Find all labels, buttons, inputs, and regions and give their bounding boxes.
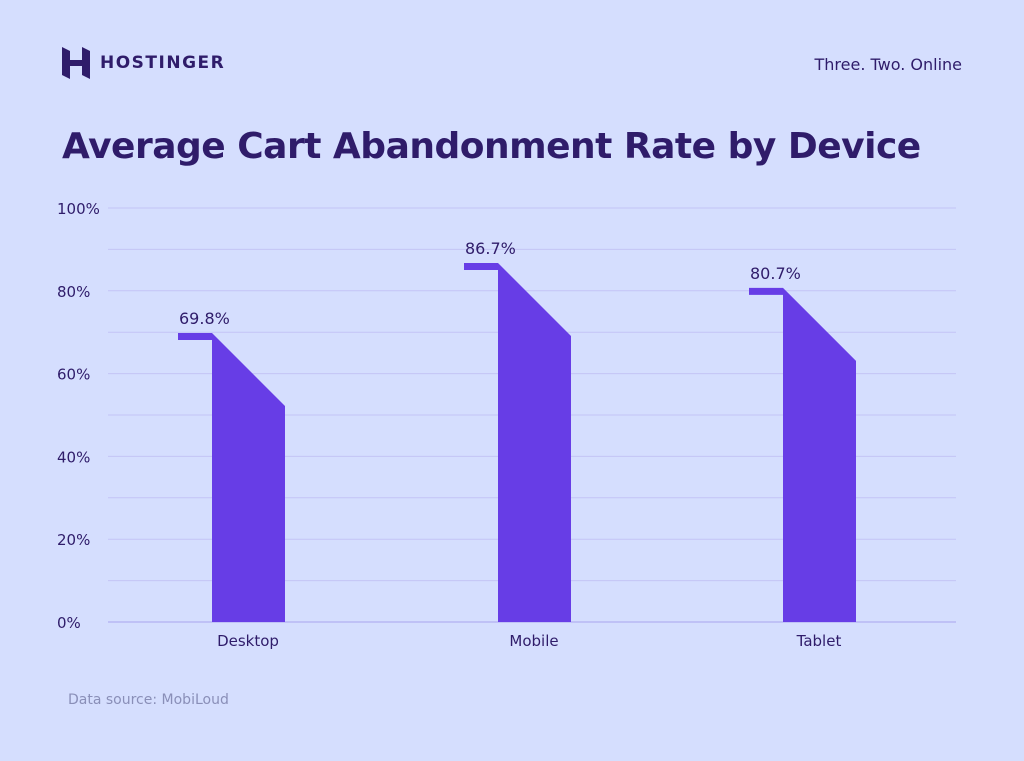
x-tick-label: Tablet (796, 632, 842, 650)
data-source: Data source: MobiLoud (68, 692, 229, 708)
data-label: 69.8% (179, 309, 230, 328)
y-tick-label: 0% (57, 614, 81, 632)
hostinger-logo: HOSTINGER (62, 47, 225, 79)
x-tick-label: Desktop (217, 632, 279, 650)
bar-mobile (464, 263, 571, 622)
y-tick-label: 60% (57, 366, 90, 384)
tagline: Three. Two. Online (814, 55, 963, 74)
bar-tablet (749, 287, 856, 622)
hostinger-h-icon (62, 47, 90, 79)
bar-desktop (178, 333, 285, 622)
chart-title: Average Cart Abandonment Rate by Device (62, 126, 921, 167)
y-tick-label: 100% (57, 200, 100, 218)
y-tick-label: 20% (57, 531, 90, 549)
brand-name: HOSTINGER (100, 53, 226, 73)
data-label: 80.7% (750, 264, 801, 283)
y-tick-label: 80% (57, 283, 90, 301)
x-tick-label: Mobile (509, 632, 558, 650)
y-tick-label: 40% (57, 448, 90, 466)
data-label: 86.7% (465, 239, 516, 258)
